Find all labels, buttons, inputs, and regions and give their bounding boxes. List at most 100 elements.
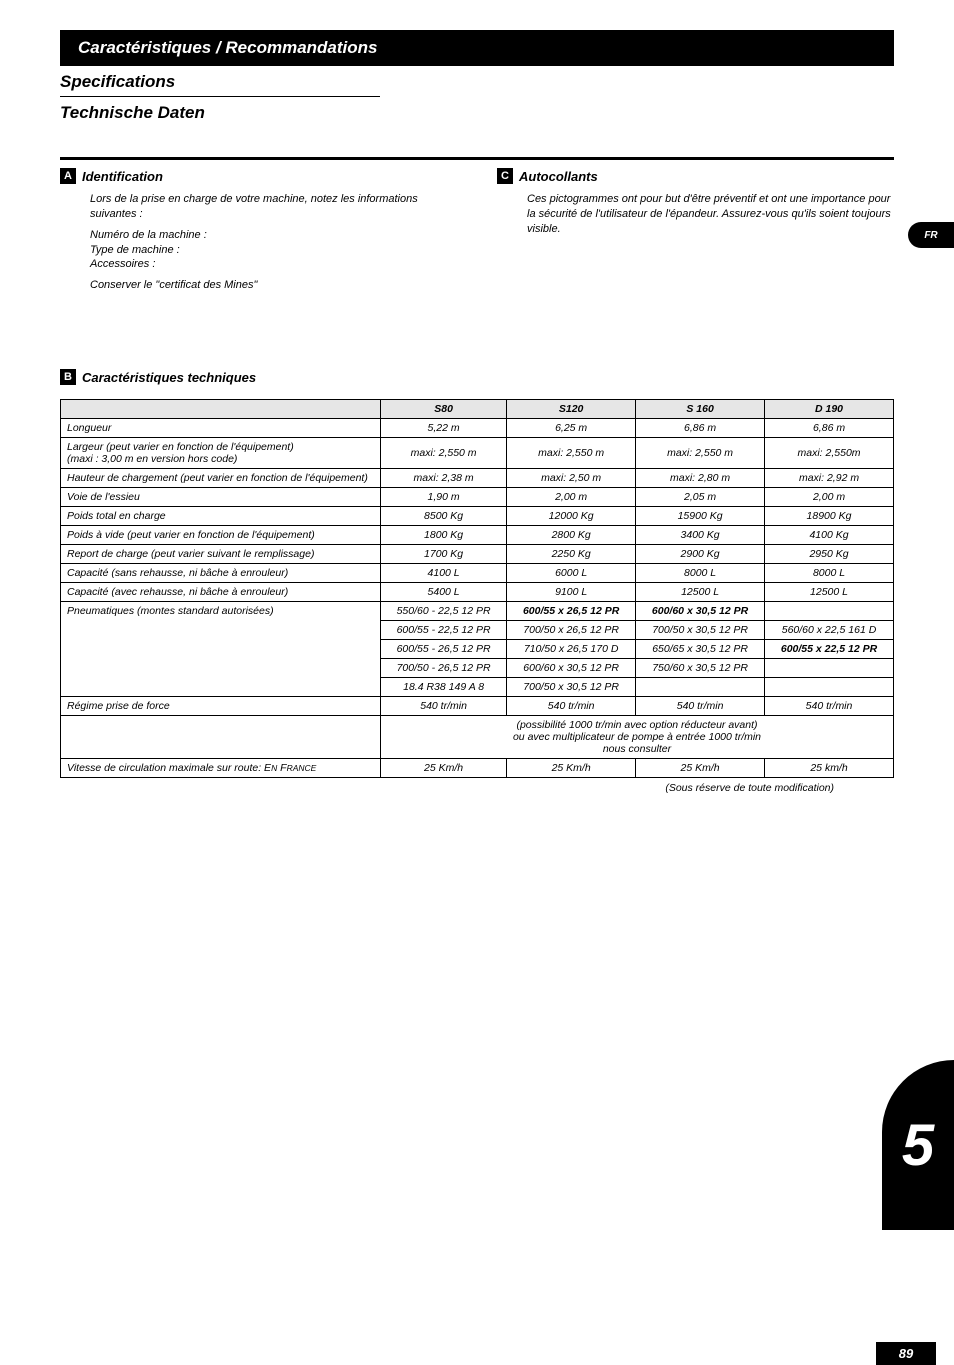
table-cell: 600/55 - 22,5 12 PR xyxy=(381,621,507,640)
table-cell: 2,00 m xyxy=(765,488,894,507)
table-row: Longueur5,22 m6,25 m6,86 m6,86 m xyxy=(61,419,894,438)
section-a-body: Lors de la prise en charge de votre mach… xyxy=(90,192,457,293)
page-number: 89 xyxy=(876,1342,936,1365)
table-cell: 540 tr/min xyxy=(507,697,636,716)
table-cell: 600/60 x 30,5 12 PR xyxy=(507,659,636,678)
th-s160: S 160 xyxy=(636,400,765,419)
table-row: Report de charge (peut varier suivant le… xyxy=(61,545,894,564)
row-label: Capacité (avec rehausse, ni bâche à enro… xyxy=(61,583,381,602)
table-row: Largeur (peut varier en fonction de l'éq… xyxy=(61,438,894,469)
table-cell: 560/60 x 22,5 161 D xyxy=(765,621,894,640)
section-a-l1: Numéro de la machine : xyxy=(90,228,457,243)
table-cell: 12500 L xyxy=(765,583,894,602)
autocollants-column: C Autocollants Ces pictogrammes ont pour… xyxy=(497,168,894,299)
table-cell: maxi: 2,80 m xyxy=(636,469,765,488)
table-cell: maxi: 2,92 m xyxy=(765,469,894,488)
table-cell: 540 tr/min xyxy=(381,697,507,716)
section-a-l2: Type de machine : xyxy=(90,243,457,258)
table-cell: 1800 Kg xyxy=(381,526,507,545)
table-cell: 18.4 R38 149 A 8 xyxy=(381,678,507,697)
table-cell xyxy=(765,602,894,621)
row-label: Report de charge (peut varier suivant le… xyxy=(61,545,381,564)
table-row: Pneumatiques (montes standard autorisées… xyxy=(61,602,894,621)
spec-table: S80 S120 S 160 D 190 Longueur5,22 m6,25 … xyxy=(60,399,894,778)
row-label-empty xyxy=(61,716,381,759)
letter-box-b: B xyxy=(60,369,76,385)
table-cell: 1700 Kg xyxy=(381,545,507,564)
table-cell: 15900 Kg xyxy=(636,507,765,526)
table-cell: 600/55 - 26,5 12 PR xyxy=(381,640,507,659)
table-cell: 6,25 m xyxy=(507,419,636,438)
row-label: Poids total en charge xyxy=(61,507,381,526)
table-row: (possibilité 1000 tr/min avec option réd… xyxy=(61,716,894,759)
banner-title: Caractéristiques / Recommandations xyxy=(60,30,894,66)
table-cell: 700/50 x 30,5 12 PR xyxy=(636,621,765,640)
section-a-p1: Lors de la prise en charge de votre mach… xyxy=(90,192,457,222)
table-cell: maxi: 2,50 m xyxy=(507,469,636,488)
table-cell: maxi: 2,550 m xyxy=(636,438,765,469)
table-cell: 12000 Kg xyxy=(507,507,636,526)
section-c-header: C Autocollants xyxy=(497,168,894,184)
table-cell: 25 km/h xyxy=(765,759,894,778)
row-label: Poids à vide (peut varier en fonction de… xyxy=(61,526,381,545)
table-cell: 540 tr/min xyxy=(636,697,765,716)
table-cell: 8000 L xyxy=(636,564,765,583)
table-cell: 710/50 x 26,5 170 D xyxy=(507,640,636,659)
table-cell: maxi: 2,550 m xyxy=(381,438,507,469)
table-cell: 25 Km/h xyxy=(507,759,636,778)
row-label-vitesse: Vitesse de circulation maximale sur rout… xyxy=(61,759,381,778)
table-cell: 2950 Kg xyxy=(765,545,894,564)
table-cell: 600/60 x 30,5 12 PR xyxy=(636,602,765,621)
section-c-body: Ces pictogrammes ont pour but d'être pré… xyxy=(527,192,894,237)
row-label: Capacité (sans rehausse, ni bâche à enro… xyxy=(61,564,381,583)
table-cell: 750/60 x 30,5 12 PR xyxy=(636,659,765,678)
table-cell: 700/50 x 26,5 12 PR xyxy=(507,621,636,640)
table-cell: 6,86 m xyxy=(765,419,894,438)
table-cell: 1,90 m xyxy=(381,488,507,507)
table-cell: 3400 Kg xyxy=(636,526,765,545)
letter-box-c: C xyxy=(497,168,513,184)
table-cell: 12500 L xyxy=(636,583,765,602)
row-label: Longueur xyxy=(61,419,381,438)
row-label: Voie de l'essieu xyxy=(61,488,381,507)
th-s120: S120 xyxy=(507,400,636,419)
section-b-header: B Caractéristiques techniques xyxy=(60,369,894,385)
letter-box-a: A xyxy=(60,168,76,184)
two-column-section: A Identification Lors de la prise en cha… xyxy=(60,157,894,299)
row-label: Hauteur de chargement (peut varier en fo… xyxy=(61,469,381,488)
table-row: Poids à vide (peut varier en fonction de… xyxy=(61,526,894,545)
section-a-p2: Conserver le "certificat des Mines" xyxy=(90,278,457,293)
table-cell: maxi: 2,550 m xyxy=(507,438,636,469)
table-row: Vitesse de circulation maximale sur rout… xyxy=(61,759,894,778)
row-label-regime: Régime prise de force xyxy=(61,697,381,716)
table-cell: 25 Km/h xyxy=(381,759,507,778)
chapter-tab: 5 xyxy=(882,1060,954,1230)
table-cell: 8500 Kg xyxy=(381,507,507,526)
table-cell: 25 Km/h xyxy=(636,759,765,778)
subheading-specifications: Specifications xyxy=(60,72,380,97)
table-cell: 5,22 m xyxy=(381,419,507,438)
row-label: Largeur (peut varier en fonction de l'éq… xyxy=(61,438,381,469)
table-row: Poids total en charge8500 Kg12000 Kg1590… xyxy=(61,507,894,526)
table-cell: 700/50 x 30,5 12 PR xyxy=(507,678,636,697)
table-row: Régime prise de force540 tr/min540 tr/mi… xyxy=(61,697,894,716)
table-cell: 2900 Kg xyxy=(636,545,765,564)
table-cell: 4100 Kg xyxy=(765,526,894,545)
table-cell: 5400 L xyxy=(381,583,507,602)
section-a-l3: Accessoires : xyxy=(90,257,457,272)
table-cell: maxi: 2,550m xyxy=(765,438,894,469)
regime-note: (possibilité 1000 tr/min avec option réd… xyxy=(381,716,894,759)
table-cell: 600/55 x 22,5 12 PR xyxy=(765,640,894,659)
footnote: (Sous réserve de toute modification) xyxy=(120,782,834,794)
section-b-title: Caractéristiques techniques xyxy=(82,370,256,385)
table-header-row: S80 S120 S 160 D 190 xyxy=(61,400,894,419)
table-cell: 8000 L xyxy=(765,564,894,583)
table-cell: 6000 L xyxy=(507,564,636,583)
table-cell: 18900 Kg xyxy=(765,507,894,526)
table-cell: 550/60 - 22,5 12 PR xyxy=(381,602,507,621)
identification-column: A Identification Lors de la prise en cha… xyxy=(60,168,457,299)
th-s80: S80 xyxy=(381,400,507,419)
section-c-p1: Ces pictogrammes ont pour but d'être pré… xyxy=(527,192,894,237)
table-row: Hauteur de chargement (peut varier en fo… xyxy=(61,469,894,488)
row-label-pneumatiques: Pneumatiques (montes standard autorisées… xyxy=(61,602,381,697)
